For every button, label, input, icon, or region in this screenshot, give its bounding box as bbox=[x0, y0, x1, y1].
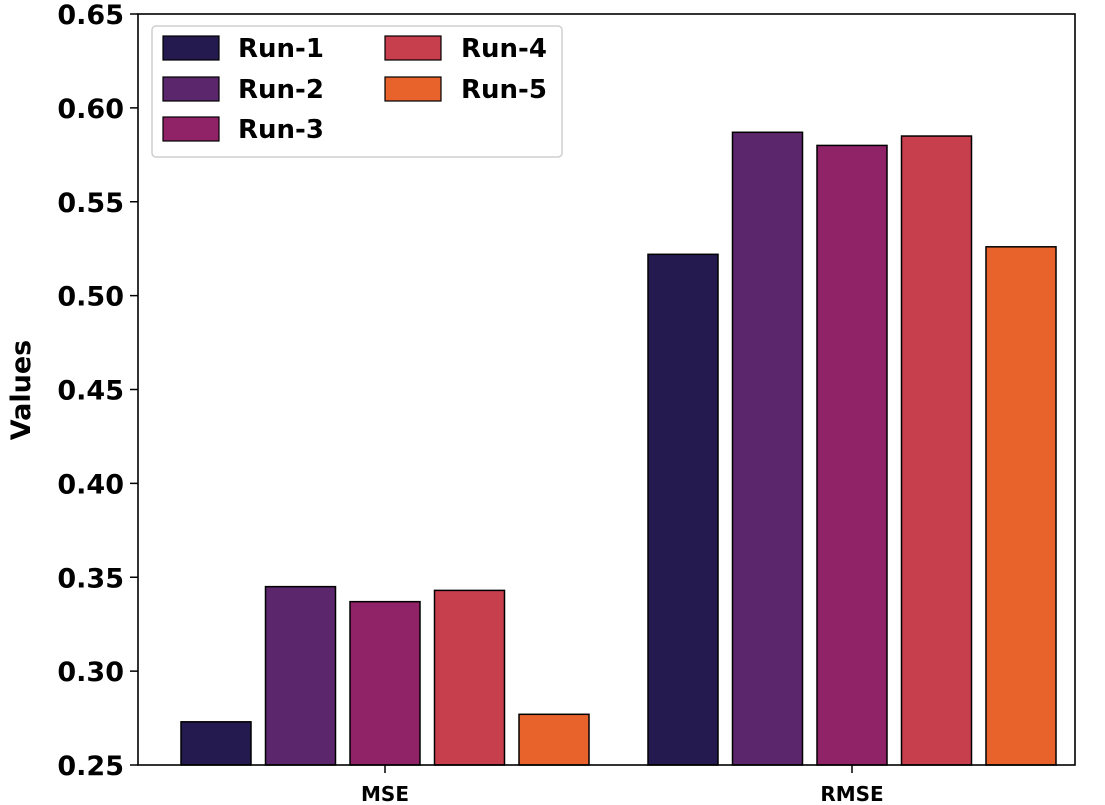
y-tick-label: 0.30 bbox=[57, 657, 124, 688]
y-tick-label: 0.35 bbox=[57, 563, 124, 594]
y-tick-label: 0.45 bbox=[57, 376, 124, 407]
legend-box bbox=[151, 25, 563, 158]
legend-label-run-2: Run-2 bbox=[238, 75, 324, 105]
legend-swatch-run-1 bbox=[162, 35, 220, 61]
x-tick-label: MSE bbox=[361, 782, 409, 805]
bar-run-1-mse bbox=[180, 721, 252, 766]
legend-label-run-1: Run-1 bbox=[238, 34, 324, 64]
y-tick-label: 0.55 bbox=[57, 188, 124, 219]
bar-run-2-rmse bbox=[731, 131, 804, 766]
legend-swatch-run-3 bbox=[162, 116, 220, 142]
bar-run-4-mse bbox=[433, 589, 506, 766]
y-axis-label: Values bbox=[6, 340, 37, 441]
bar-run-5-mse bbox=[518, 713, 590, 766]
x-axis: MSE RMSE bbox=[361, 765, 884, 805]
legend-label-run-4: Run-4 bbox=[461, 34, 547, 64]
bar-run-1-rmse bbox=[647, 253, 719, 766]
bar-run-5-rmse bbox=[985, 246, 1057, 766]
y-tick-label: 0.60 bbox=[57, 94, 124, 125]
legend-swatch-run-4 bbox=[384, 35, 442, 61]
y-tick-label: 0.40 bbox=[57, 469, 124, 500]
y-tick-label: 0.50 bbox=[57, 282, 124, 313]
bar-run-3-mse bbox=[349, 600, 421, 766]
legend-label-run-3: Run-3 bbox=[238, 115, 324, 145]
bar-run-3-rmse bbox=[816, 144, 888, 766]
y-axis: 0.25 0.30 0.35 0.40 0.45 0.50 0.55 0.60 0.65 bbox=[57, 0, 138, 782]
legend: Run-1 Run-2 Run-3 Run-4 Run-5 bbox=[151, 25, 563, 158]
bar-run-4-rmse bbox=[900, 135, 973, 766]
bars-group bbox=[180, 131, 1057, 766]
y-tick-label: 0.65 bbox=[57, 0, 124, 31]
legend-swatch-run-5 bbox=[384, 76, 442, 102]
legend-swatch-run-2 bbox=[162, 76, 220, 102]
legend-label-run-5: Run-5 bbox=[461, 75, 547, 105]
x-tick-label: RMSE bbox=[820, 782, 883, 805]
bar-run-2-mse bbox=[264, 585, 337, 766]
y-tick-label: 0.25 bbox=[57, 751, 124, 782]
